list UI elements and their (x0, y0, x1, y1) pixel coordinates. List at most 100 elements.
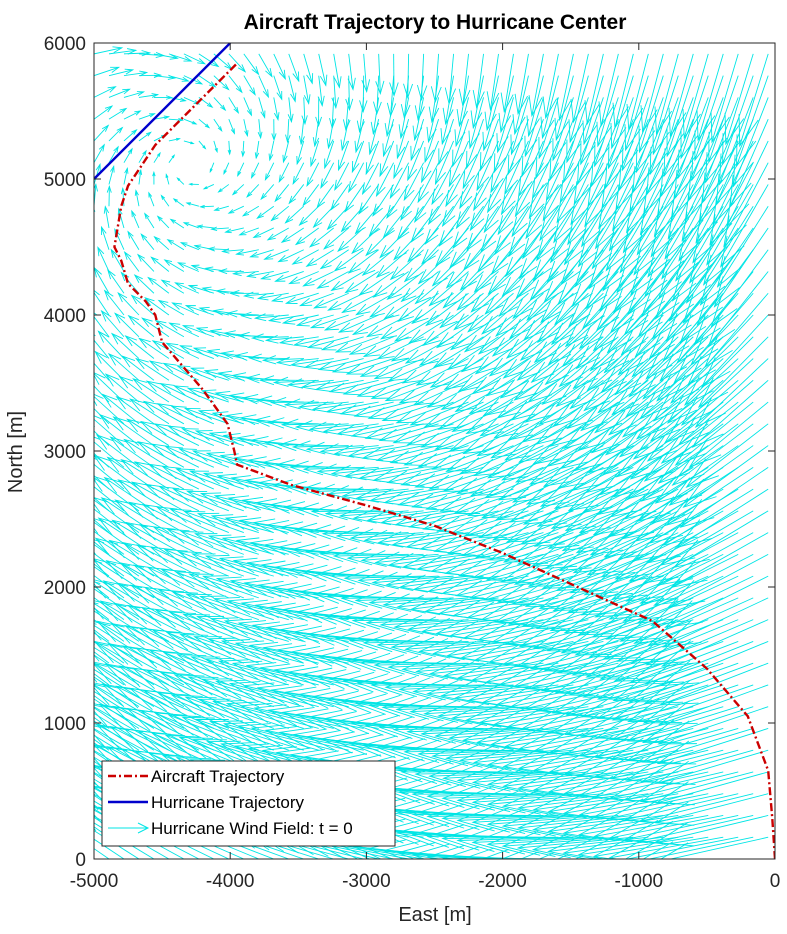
wind-arrow-shaft (635, 488, 724, 542)
wind-arrow-head (573, 447, 604, 472)
wind-arrow-head (316, 463, 338, 477)
wind-arrow-head (559, 446, 589, 470)
wind-arrow-head (625, 206, 646, 234)
wind-arrow-head (345, 363, 364, 375)
wind-arrow-shaft (331, 271, 364, 291)
wind-arrow-shaft (165, 174, 170, 185)
wind-arrow-shaft (429, 271, 469, 306)
wind-arrow-head (445, 189, 458, 208)
wind-arrow-head (361, 263, 376, 276)
wind-arrow-shaft (385, 684, 484, 688)
wind-arrow-shaft (232, 184, 245, 195)
wind-arrow-head (600, 368, 627, 394)
wind-arrow-head (640, 105, 658, 134)
wind-arrow-head (34, 673, 63, 698)
wind-arrow-head (94, 475, 110, 492)
wind-arrow-head (448, 723, 485, 747)
wind-arrow-shaft (548, 314, 604, 365)
wind-arrow-shaft (153, 53, 178, 59)
wind-arrow-head (351, 610, 381, 630)
wind-arrow-head (393, 246, 407, 261)
wind-arrow-head (312, 137, 320, 148)
x-tick-label: -2000 (478, 871, 527, 892)
wind-arrow-head (285, 134, 291, 144)
wind-arrow-shaft (220, 455, 274, 468)
wind-arrow-shaft (452, 119, 469, 167)
wind-arrow-head (699, 275, 726, 306)
wind-arrow-head (517, 791, 557, 816)
wind-arrow-shaft (483, 684, 589, 703)
wind-arrow-head (282, 603, 310, 622)
wind-arrow-shaft (94, 836, 95, 838)
wind-arrow-shaft (548, 836, 664, 852)
wind-arrow-shaft (497, 379, 559, 419)
wind-arrow-head (302, 197, 311, 207)
wind-arrow-head (428, 762, 466, 788)
wind-arrow-shaft (118, 208, 125, 229)
wind-arrow-head (454, 395, 478, 413)
wind-arrow-head (393, 328, 412, 342)
wind-arrow-shaft (197, 616, 274, 642)
wind-arrow-shaft (404, 749, 514, 753)
wind-arrow-head (515, 278, 535, 300)
wind-arrow-head (20, 671, 49, 697)
wind-arrow-shaft (700, 227, 754, 305)
wind-arrow-head (390, 348, 410, 362)
wind-arrow-head (532, 259, 552, 282)
wind-arrow-head (498, 112, 512, 134)
wind-arrow-shaft (156, 506, 215, 534)
wind-arrow-shaft (448, 140, 469, 187)
wind-arrow-head (578, 325, 603, 350)
wind-arrow-shaft (94, 838, 125, 859)
wind-arrow-head (550, 507, 582, 529)
wind-arrow-shaft (94, 563, 110, 577)
wind-arrow-head (414, 207, 427, 224)
wind-arrow-head (521, 422, 548, 443)
wind-arrow-shaft (429, 771, 544, 777)
wind-arrow-shaft (130, 398, 170, 425)
wind-arrow-shaft (242, 140, 245, 157)
wind-arrow-head (687, 171, 709, 202)
wind-arrow-head (303, 94, 311, 105)
wind-arrow-shaft (493, 119, 514, 173)
wind-arrow-shaft (477, 227, 514, 273)
wind-arrow-head (426, 126, 437, 144)
wind-arrow-shaft (643, 706, 754, 743)
wind-arrow-shaft (729, 118, 769, 207)
wind-arrow-shaft (621, 97, 649, 171)
wind-arrow-head (73, 410, 88, 425)
wind-arrow-shaft (686, 227, 739, 303)
wind-arrow-head (386, 102, 397, 118)
wind-arrow-shaft (442, 575, 529, 594)
wind-arrow-head (204, 658, 235, 677)
wind-arrow-shaft (94, 685, 125, 708)
wind-arrow-shaft (660, 510, 754, 566)
wind-arrow-head (211, 411, 229, 422)
wind-arrow-shaft (523, 292, 574, 341)
wind-arrow-shaft (94, 105, 113, 120)
wind-arrow-shaft (292, 162, 305, 184)
wind-arrow-head (237, 64, 247, 73)
wind-arrow-head (674, 169, 694, 200)
wind-arrow-shaft (237, 162, 245, 176)
wind-arrow-head (454, 580, 486, 600)
wind-arrow-head (676, 334, 704, 364)
wind-arrow-shaft (318, 358, 364, 371)
wind-arrow-shaft (508, 205, 544, 257)
wind-arrow-head (426, 680, 461, 702)
wind-arrow-head (301, 115, 308, 126)
wind-arrow-head (361, 447, 384, 462)
wind-arrow-head (113, 602, 141, 623)
wind-arrow-shaft (314, 292, 349, 309)
wind-arrow-head (217, 370, 233, 380)
wind-arrow-head (94, 500, 95, 501)
wind-arrow-head (329, 567, 356, 585)
wind-arrow-head (206, 102, 214, 108)
wind-arrow-shaft (269, 140, 275, 161)
wind-arrow-head (95, 163, 101, 172)
wind-arrow-shaft (382, 706, 484, 708)
wind-arrow-shaft (579, 815, 694, 836)
wind-arrow-head (581, 305, 605, 330)
wind-arrow-shaft (626, 728, 739, 762)
wind-arrow-shaft (528, 162, 559, 219)
